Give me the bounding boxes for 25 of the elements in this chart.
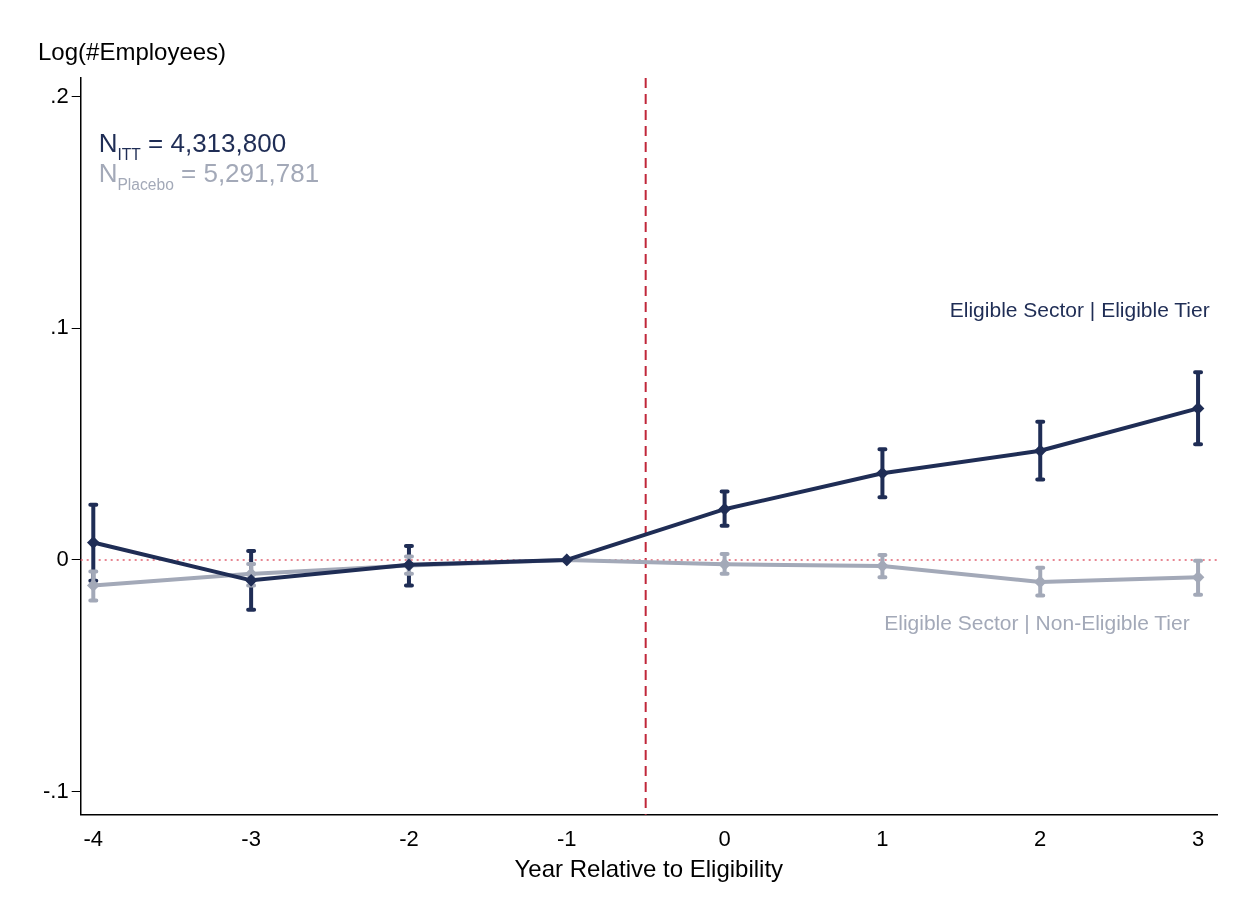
point: [1034, 445, 1046, 457]
x-tick-label: 1: [876, 826, 889, 852]
x-tick-label: -3: [241, 826, 261, 852]
x-tick-label: 3: [1191, 826, 1205, 852]
point: [719, 558, 731, 570]
x-tick-label: -2: [399, 826, 419, 852]
y-tick-label: .2: [50, 82, 69, 108]
x-tick-label: -4: [83, 826, 104, 852]
x-tick-label: -1: [556, 826, 577, 852]
point: [1192, 402, 1204, 414]
x-tick-label: 2: [1034, 826, 1047, 852]
y-tick-label: .1: [50, 314, 69, 340]
point: [876, 467, 888, 479]
x-tick-label: 0: [718, 826, 731, 852]
point: [245, 574, 257, 586]
point: [719, 503, 731, 515]
y-tick-label: 0: [56, 545, 69, 571]
point: [1034, 576, 1046, 588]
series-label: Eligible Sector | Non-Eligible Tier: [884, 610, 1190, 634]
y-axis-title: Log(#Employees): [38, 38, 227, 65]
point: [87, 579, 99, 591]
point: [87, 537, 99, 549]
text: Eligible Sector | Eligible Tier: [949, 298, 1210, 322]
y-tick-label: -.1: [42, 777, 69, 803]
x-axis-title: Year Relative to Eligibility: [514, 855, 784, 883]
